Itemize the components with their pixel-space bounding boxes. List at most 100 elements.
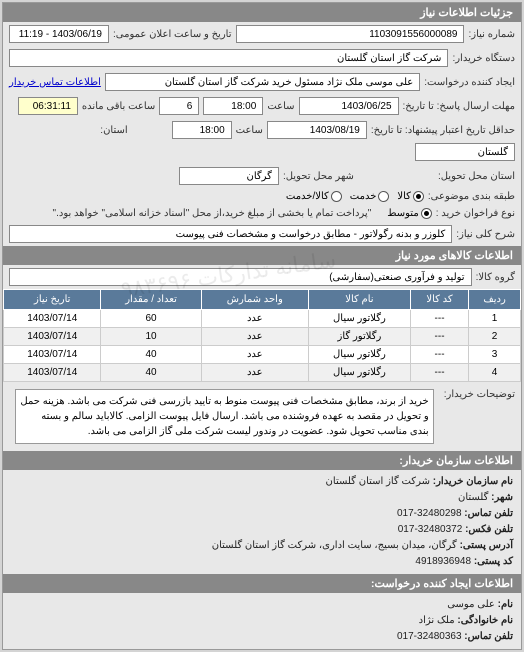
table-cell: --- [410,310,468,328]
payment-label: نوع فراخوان خرید : [436,208,515,219]
buyer-value: شرکت گاز استان گلستان [9,49,448,67]
table-cell: 1 [469,310,521,328]
validity-time-label: ساعت [236,125,263,136]
contact-link[interactable]: اطلاعات تماس خریدار [9,77,101,88]
table-cell: 1403/07/14 [4,310,101,328]
classify-group: کالا خدمت کالا/خدمت [286,191,424,202]
table-cell: رگلاتور سیال [308,310,410,328]
table-header: تاریخ نیاز [4,290,101,310]
subject-label: شرح کلی نیاز: [456,229,515,240]
table-cell: عدد [201,364,308,382]
radio-medium-label: متوسط [387,208,418,219]
table-header: نام کالا [308,290,410,310]
org-name-value: شرکت گاز استان گلستان [326,476,430,487]
buyer-info-header: اطلاعات سازمان خریدار: [3,451,521,470]
payment-note: "پرداخت تمام یا بخشی از مبلغ خرید،از محل… [53,208,372,219]
deadline-date: 1403/06/25 [299,97,399,115]
table-cell: 3 [469,346,521,364]
ci-family-label: نام خانوادگی: [457,615,513,626]
table-cell: عدد [201,310,308,328]
table-header: واحد شمارش [201,290,308,310]
validity-label: حداقل تاریخ اعتبار پیشنهاد: تا تاریخ: [371,125,515,136]
table-row: 2---رگلاتور گازعدد101403/07/14 [4,328,521,346]
table-row: 3---رگلاتور سیالعدد401403/07/14 [4,346,521,364]
bi-phone-label: تلفن تماس: [464,508,513,519]
deadline-time: 18:00 [203,97,263,115]
bi-phone-value: 32480298-017 [397,508,462,519]
table-cell: 1403/07/14 [4,346,101,364]
city-value: گرگان [179,167,279,185]
ci-name-label: نام: [498,599,513,610]
table-row: 4---رگلاتور سیالعدد401403/07/14 [4,364,521,382]
province-label: استان: [100,125,127,136]
table-header: ردیف [469,290,521,310]
group-value: تولید و فرآوری صنعتی(سفارشی) [9,268,472,286]
radio-medium[interactable] [421,208,432,219]
table-cell: --- [410,328,468,346]
table-cell: 60 [101,310,201,328]
table-header: تعداد / مقدار [101,290,201,310]
table-cell: --- [410,346,468,364]
table-cell: 2 [469,328,521,346]
radio-service-label: خدمت [350,191,377,202]
creator-label: ایجاد کننده درخواست: [424,77,515,88]
table-cell: رگلاتور سیال [308,364,410,382]
ci-phone-value: 32480363-017 [397,631,462,642]
items-table: ردیفکد کالانام کالاواحد شمارشتعداد / مقد… [3,289,521,382]
ci-phone-label: تلفن تماس: [464,631,513,642]
table-cell: رگلاتور گاز [308,328,410,346]
bi-fax-label: تلفن فکس: [465,524,513,535]
table-cell: عدد [201,328,308,346]
subject-value: کلوزر و بدنه رگولاتور - مطابق درخواست و … [9,225,452,243]
request-no-value: 1103091556000089 [236,25,465,43]
table-cell: رگلاتور سیال [308,346,410,364]
table-cell: 40 [101,364,201,382]
table-header: کد کالا [410,290,468,310]
bi-city-label: شهر: [491,492,513,503]
org-name-label: نام سازمان خریدار: [433,476,513,487]
main-header: جزئیات اطلاعات نیاز [3,3,521,22]
ci-name-value: علی موسی [447,599,495,610]
creator-info-header: اطلاعات ایجاد کننده درخواست: [3,574,521,593]
creator-value: علی موسی ملک نژاد مسئول خرید شرکت گاز اس… [105,73,420,91]
province-value: گلستان [415,143,515,161]
table-cell: عدد [201,346,308,364]
radio-both[interactable] [331,191,342,202]
validity-date: 1403/08/19 [267,121,367,139]
table-cell: 10 [101,328,201,346]
table-cell: 1403/07/14 [4,328,101,346]
ci-family-value: ملک نژاد [419,615,455,626]
table-row: 1---رگلاتور سیالعدد601403/07/14 [4,310,521,328]
bi-postal-label: کد پستی: [474,556,513,567]
table-cell: 4 [469,364,521,382]
bi-address-label: آدرس پستی: [460,540,513,551]
classify-label: طبقه بندی موضوعی: [428,191,515,202]
delivery-place-label: استان محل تحویل: [438,171,515,182]
items-header: اطلاعات کالاهای مورد نیاز [3,246,521,265]
request-no-label: شماره نیاز: [468,29,515,40]
table-cell: 40 [101,346,201,364]
radio-both-label: کالا/خدمت [286,191,329,202]
group-label: گروه کالا: [476,272,515,283]
bi-postal-value: 4918936948 [415,556,471,567]
city-label: شهر محل تحویل: [283,171,354,182]
radio-goods[interactable] [413,191,424,202]
buyer-label: دستگاه خریدار: [452,53,515,64]
deadline-time-label: ساعت [267,101,294,112]
announce-date-label: تاریخ و ساعت اعلان عمومی: [113,29,232,40]
bi-address-value: گرگان، میدان بسیج، سایت اداری، شرکت گاز … [212,540,457,551]
table-cell: --- [410,364,468,382]
bi-fax-value: 32480372-017 [398,524,463,535]
validity-time: 18:00 [172,121,232,139]
remain-label: ساعت باقی مانده [82,101,155,112]
table-cell: 1403/07/14 [4,364,101,382]
remain-time: 06:31:11 [18,97,78,115]
announce-date-value: 1403/06/19 - 11:19 [9,25,109,43]
desc-label: توضیحات خریدار: [444,385,515,400]
radio-goods-label: کالا [397,191,411,202]
days-left: 6 [159,97,199,115]
bi-city-value: گلستان [458,492,488,503]
radio-service[interactable] [378,191,389,202]
deadline-label: مهلت ارسال پاسخ: تا تاریخ: [403,101,515,112]
desc-text: خرید از برند، مطابق مشخصات فنی پیوست منو… [15,389,434,444]
